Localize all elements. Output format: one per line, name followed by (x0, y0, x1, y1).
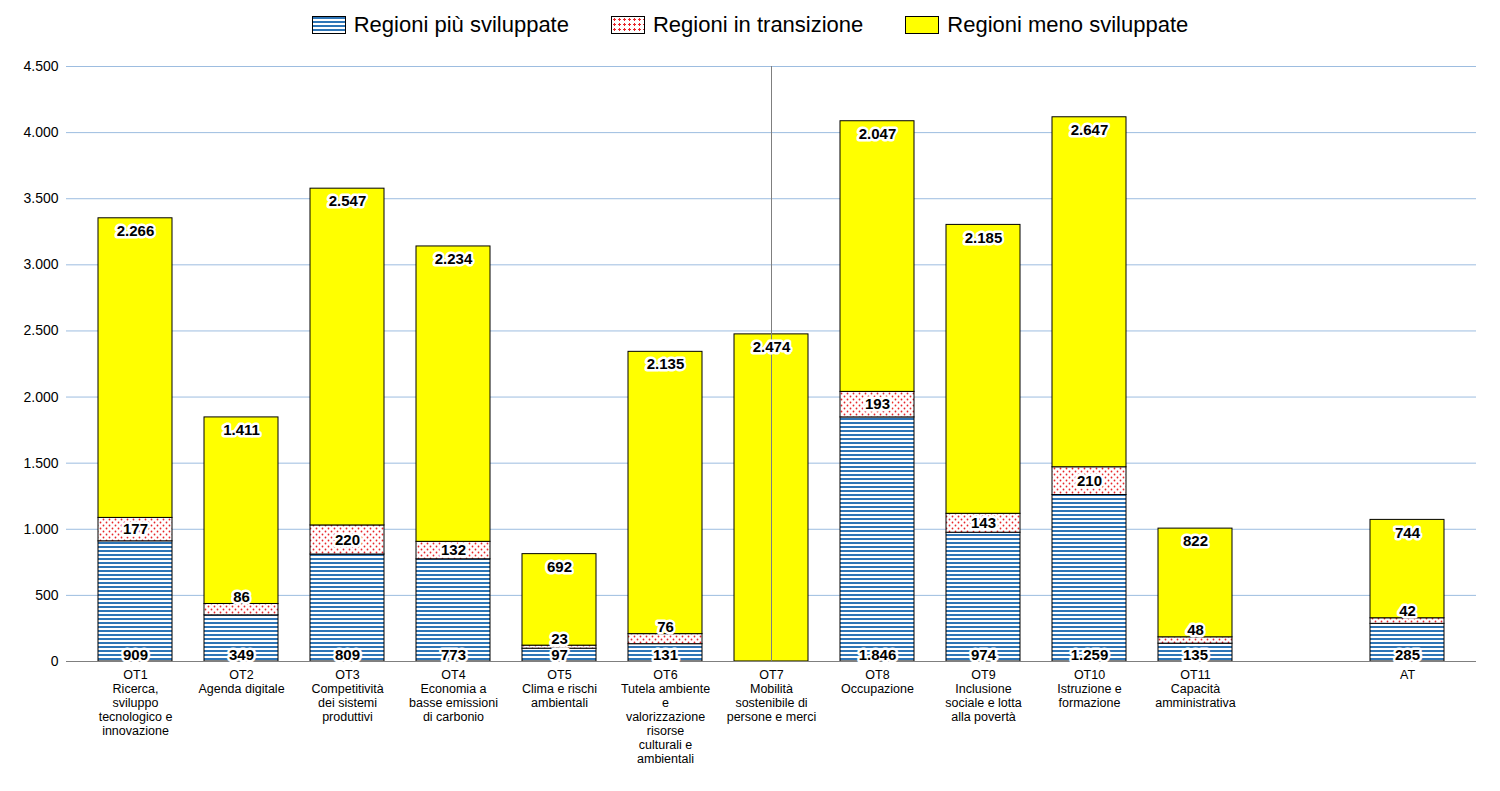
svg-text:909: 909 (123, 646, 148, 663)
svg-text:2.234: 2.234 (435, 250, 473, 267)
svg-text:1.411: 1.411 (223, 421, 260, 438)
svg-text:500: 500 (35, 587, 59, 603)
svg-text:0: 0 (51, 653, 59, 669)
svg-text:2.185: 2.185 (965, 229, 1003, 246)
svg-text:2.135: 2.135 (647, 355, 685, 372)
svg-text:744: 744 (1395, 524, 1421, 541)
svg-text:809: 809 (335, 646, 360, 663)
svg-text:4.000: 4.000 (23, 124, 58, 140)
svg-text:210: 210 (1077, 472, 1102, 489)
svg-text:76: 76 (657, 618, 674, 635)
svg-text:1.259: 1.259 (1071, 646, 1109, 663)
svg-text:1.000: 1.000 (23, 521, 58, 537)
svg-text:97: 97 (551, 646, 568, 663)
svg-text:143: 143 (971, 514, 996, 531)
svg-text:1.500: 1.500 (23, 455, 58, 471)
svg-text:2.047: 2.047 (859, 125, 897, 142)
svg-text:OT9Inclusionesociale e lottaal: OT9Inclusionesociale e lottaalla povertà (945, 668, 1021, 724)
svg-text:822: 822 (1183, 532, 1208, 549)
svg-text:42: 42 (1399, 602, 1416, 619)
svg-text:131: 131 (653, 646, 678, 663)
svg-text:285: 285 (1395, 646, 1420, 663)
svg-text:OT7Mobilitàsostenibile diperso: OT7Mobilitàsostenibile dipersone e merci (727, 668, 817, 724)
svg-text:OT3Competitivitàdei sistemipro: OT3Competitivitàdei sistemiproduttivi (311, 668, 383, 724)
svg-text:773: 773 (441, 646, 466, 663)
svg-text:132: 132 (441, 541, 466, 558)
svg-text:2.000: 2.000 (23, 389, 58, 405)
svg-text:2.500: 2.500 (23, 322, 58, 338)
svg-text:3.000: 3.000 (23, 256, 58, 272)
svg-text:3.500: 3.500 (23, 190, 58, 206)
svg-text:48: 48 (1187, 621, 1204, 638)
svg-text:692: 692 (547, 558, 572, 575)
svg-text:4.500: 4.500 (23, 58, 58, 74)
svg-text:OT6Tutela ambienteevalorizzazi: OT6Tutela ambienteevalorizzazionerisorse… (621, 668, 710, 766)
svg-text:23: 23 (551, 630, 568, 647)
svg-text:86: 86 (233, 588, 250, 605)
svg-text:OT8Occupazione: OT8Occupazione (841, 668, 914, 696)
svg-text:2.547: 2.547 (329, 192, 367, 209)
svg-text:220: 220 (335, 531, 360, 548)
svg-text:2.266: 2.266 (117, 222, 155, 239)
svg-text:2.474: 2.474 (753, 338, 791, 355)
svg-text:1.846: 1.846 (859, 646, 897, 663)
svg-text:AT: AT (1400, 668, 1415, 682)
html-text:Regioni più sviluppate: Regioni più sviluppate (353, 12, 569, 37)
svg-text:135: 135 (1183, 646, 1208, 663)
svg-text:OT1Ricerca,sviluppotecnologico: OT1Ricerca,sviluppotecnologico einnovazi… (99, 668, 173, 738)
html-text:Regioni in transizione: Regioni in transizione (653, 12, 864, 37)
svg-text:193: 193 (865, 395, 890, 412)
svg-text:2.647: 2.647 (1071, 121, 1109, 138)
svg-text:OT2Agenda digitale: OT2Agenda digitale (198, 668, 284, 696)
svg-text:177: 177 (123, 520, 148, 537)
svg-text:974: 974 (971, 646, 997, 663)
svg-text:OT4Economia abasse emissionidi: OT4Economia abasse emissionidi carbonio (409, 668, 498, 724)
svg-text:OT11Capacitàamministrativa: OT11Capacitàamministrativa (1155, 668, 1236, 710)
svg-text:OT5Clima e rischiambientali: OT5Clima e rischiambientali (522, 668, 597, 710)
html-text:Regioni meno sviluppate: Regioni meno sviluppate (947, 12, 1189, 37)
svg-text:349: 349 (229, 646, 254, 663)
svg-text:OT10Istruzione eformazione: OT10Istruzione eformazione (1057, 668, 1122, 710)
